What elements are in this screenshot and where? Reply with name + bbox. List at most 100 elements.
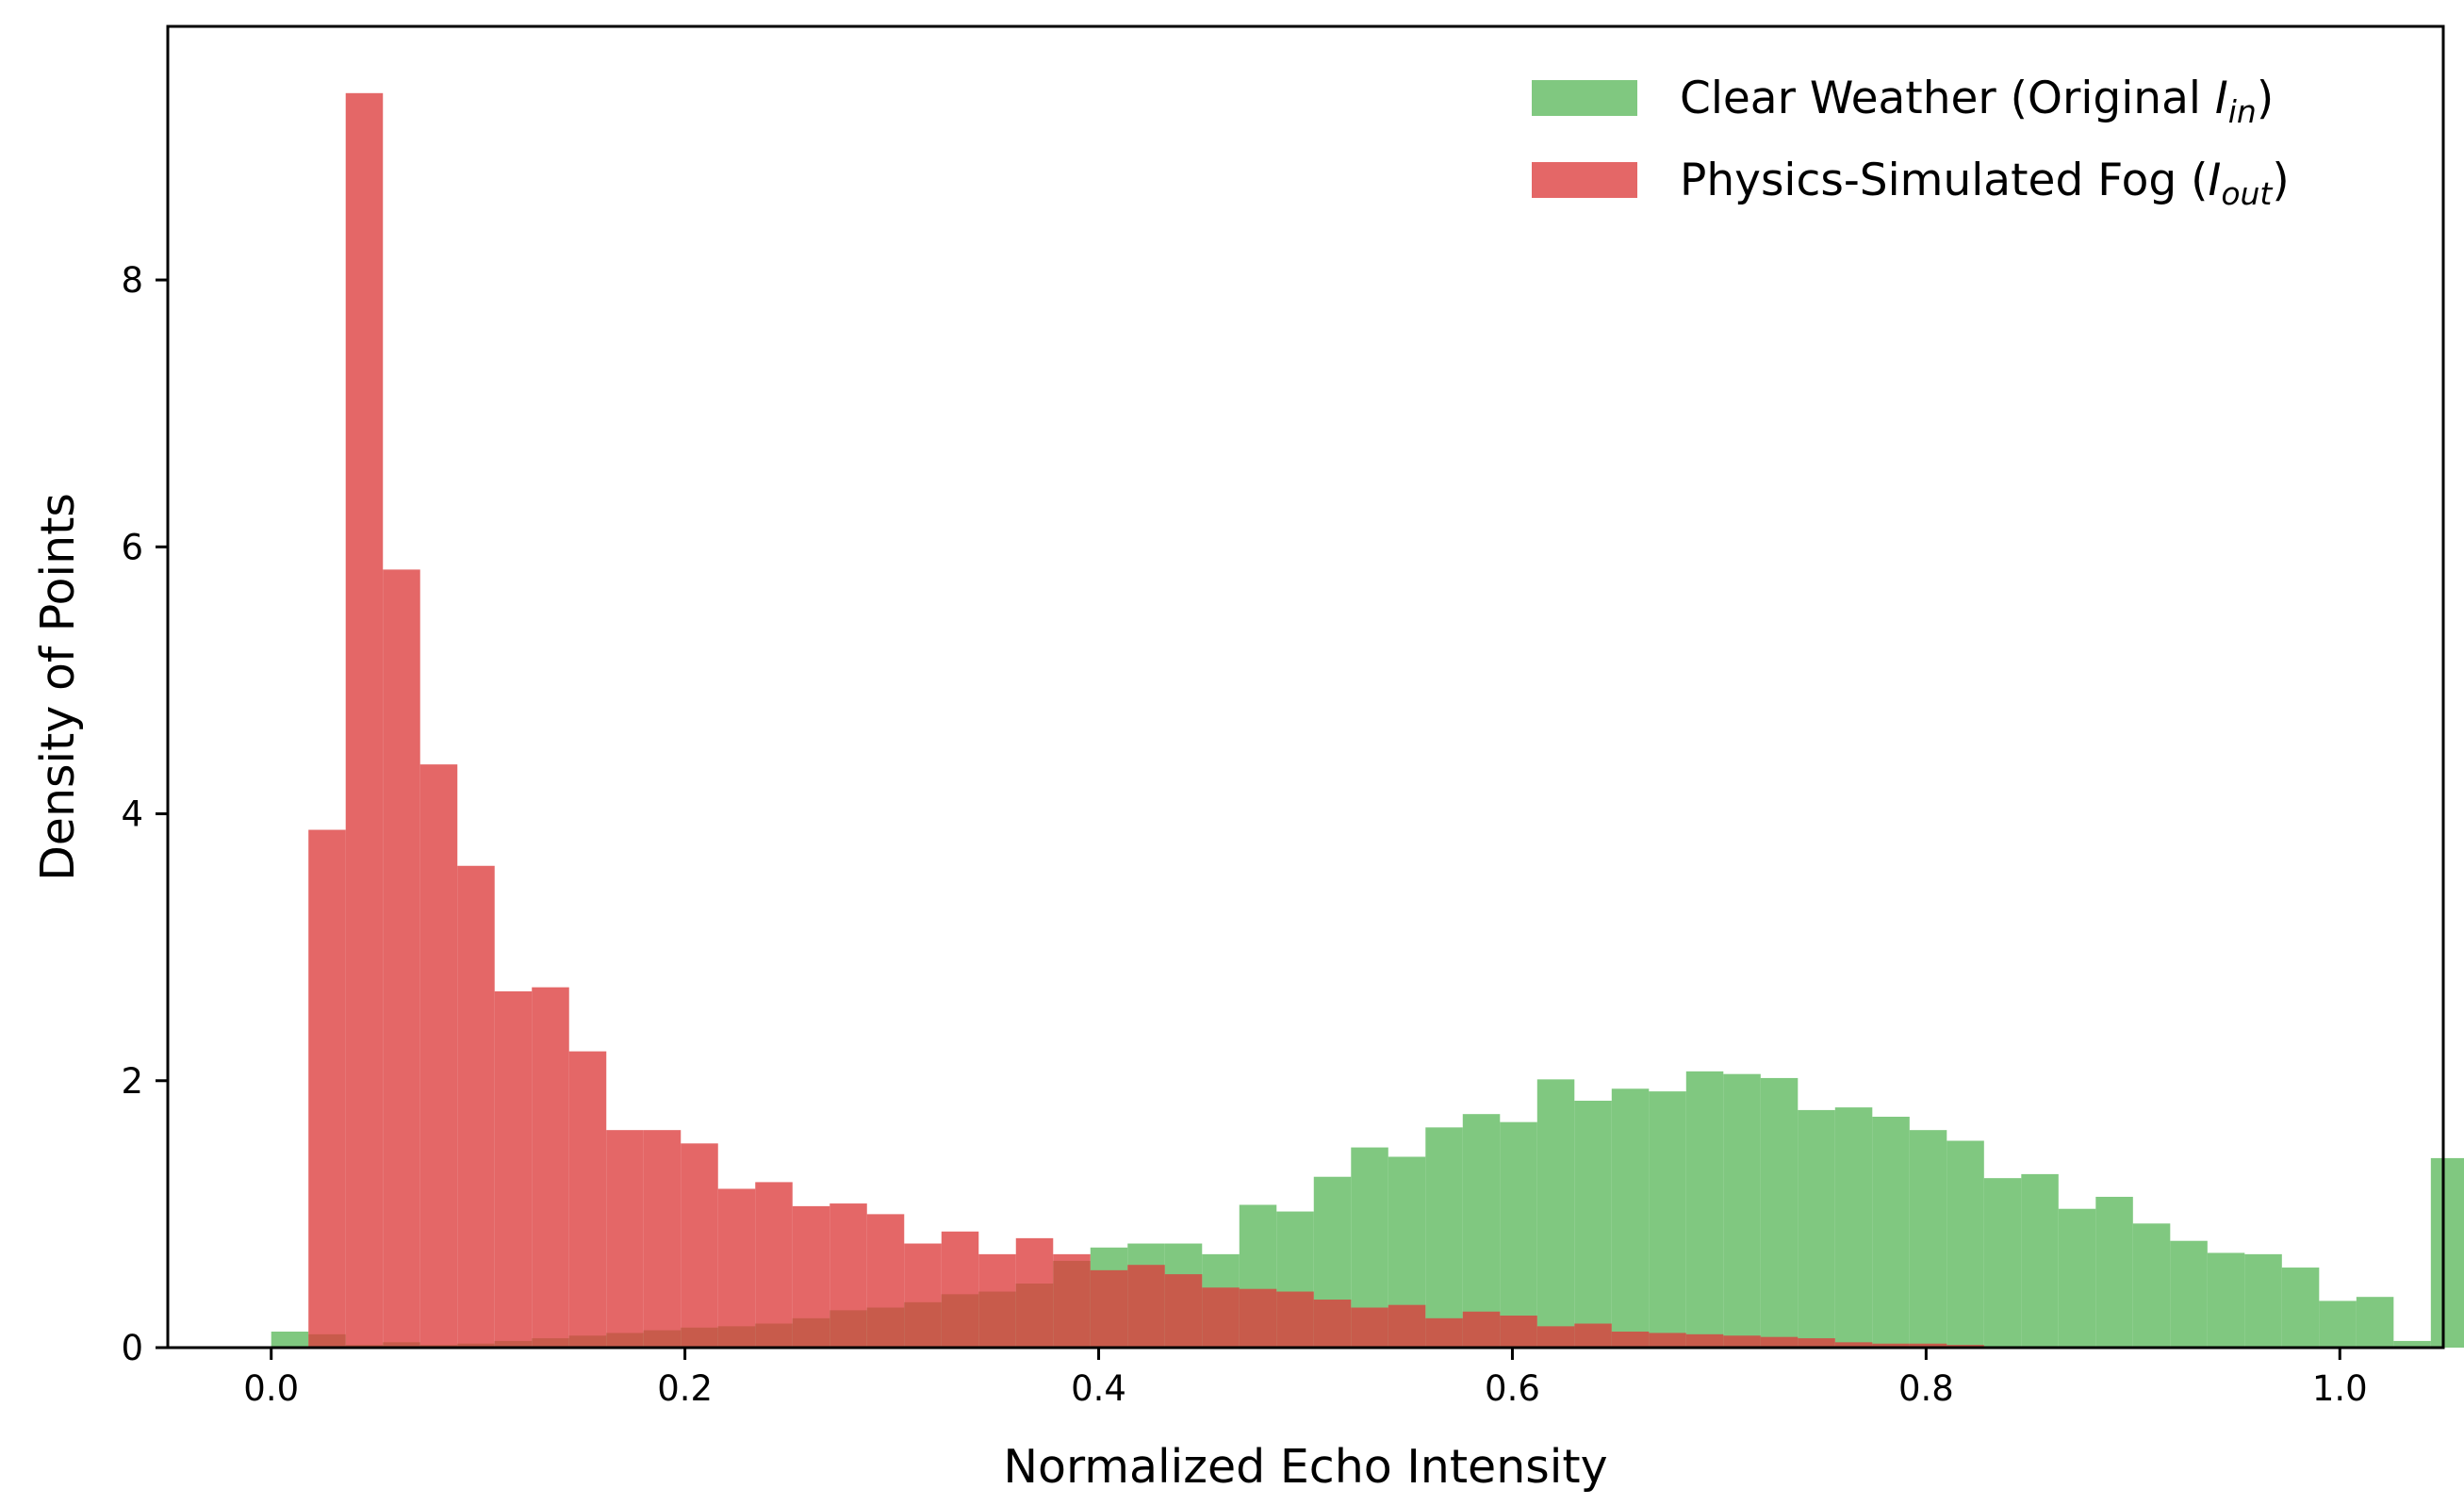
series-0-bar-40 [1760,1077,1799,1348]
series-1-bar-30 [1388,1304,1426,1348]
series-1-bar-3 [383,569,420,1348]
series-0-bar-48 [2058,1208,2096,1348]
series-1-bar-29 [1351,1307,1388,1348]
series-1-bar-18 [941,1231,979,1348]
y-tick-label-4: 8 [121,260,143,301]
series-1-bar-10 [643,1130,682,1348]
series-0-bar-57 [2393,1340,2431,1348]
x-tick-label-3: 0.6 [1485,1368,1540,1409]
series-0-bar-36 [1611,1088,1650,1348]
series-0-bar-33 [1500,1121,1537,1348]
series-0-bar-39 [1723,1073,1761,1348]
legend-swatch-simulated-fog [1532,162,1637,198]
series-0-bar-42 [1834,1107,1873,1348]
y-tick-label-0: 0 [121,1328,143,1368]
series-0-bar-54 [2281,1268,2320,1348]
series-1-bar-24 [1164,1274,1203,1348]
series-0-bar-34 [1536,1079,1575,1348]
series-1-bar-26 [1239,1288,1277,1348]
series-0-bar-38 [1685,1071,1724,1348]
series-1-bar-40 [1760,1336,1799,1348]
series-1-bar-37 [1649,1333,1686,1348]
series-1-bar-8 [568,1051,607,1348]
series-0-bar-49 [2095,1196,2133,1348]
series-0-bar-47 [2021,1173,2059,1348]
series-1-bar-5 [457,865,495,1348]
legend: Clear Weather (Original Iin) Physics-Sim… [1532,73,2290,212]
series-1-bar-34 [1536,1326,1575,1348]
legend-label-clear-weather-symbol: I [2215,73,2228,124]
legend-label-clear-weather: Clear Weather (Original Iin) [1680,73,2274,130]
y-tick-label-1: 2 [121,1061,143,1102]
y-tick-label-2: 4 [121,794,143,835]
series-1-bar-12 [717,1188,756,1348]
series-0-bar-53 [2244,1253,2282,1348]
series-0-bar-50 [2132,1223,2171,1348]
series-1-bar-28 [1313,1300,1352,1348]
series-0-bar-35 [1574,1101,1612,1348]
axes [166,25,2445,1350]
series-1-bar-25 [1202,1287,1240,1348]
series-0-bar-41 [1798,1109,1835,1348]
series-1-bar-6 [494,990,533,1348]
series-0-bar-56 [2356,1297,2394,1348]
series-0-bar-45 [1947,1140,1984,1348]
series-1-bar-44 [1909,1343,1947,1348]
series-1-bar-13 [755,1182,793,1348]
series-1-bar-11 [681,1143,718,1348]
series-1-bar-42 [1834,1342,1873,1348]
series-0-bar-52 [2207,1252,2245,1348]
series-1-bar-22 [1090,1269,1128,1348]
series-1-bar-2 [345,92,384,1348]
x-tick-label-5: 1.0 [2312,1368,2368,1409]
histogram-bars [271,92,2464,1348]
x-tick-label-1: 0.2 [657,1368,713,1409]
x-tick-label-0: 0.0 [243,1368,299,1409]
series-1-bar-17 [904,1243,942,1348]
series-0-bar-31 [1425,1127,1463,1348]
series-0-bar-43 [1872,1117,1910,1348]
series-1-bar-36 [1611,1332,1650,1348]
series-1-bar-33 [1500,1316,1537,1348]
series-0-bar-51 [2170,1240,2208,1348]
series-1-bar-23 [1127,1265,1165,1348]
legend-swatch-clear-weather [1532,80,1637,116]
series-1-bar-35 [1574,1323,1612,1348]
series-1-bar-9 [606,1130,644,1348]
y-tick-label-3: 6 [121,527,143,567]
series-1-bar-32 [1462,1311,1501,1348]
series-1-bar-19 [978,1253,1016,1348]
series-1-bar-15 [830,1203,867,1348]
series-1-bars [308,92,2096,1348]
series-1-bar-16 [866,1214,905,1348]
legend-label-simulated-fog-symbol: I [2208,155,2221,206]
legend-label-simulated-fog-main: Physics-Simulated Fog ( [1680,155,2208,206]
series-0-bar-46 [1983,1178,2022,1348]
series-0-bar-32 [1462,1114,1501,1348]
x-axis-label: Normalized Echo Intensity [1003,1440,1607,1494]
series-1-bar-21 [1053,1253,1091,1348]
series-1-bar-7 [532,987,569,1348]
series-1-bar-41 [1798,1338,1835,1348]
series-0-bar-58 [2430,1157,2464,1348]
series-0-bar-0 [271,1332,309,1348]
series-1-bar-43 [1872,1343,1910,1348]
legend-label-simulated-fog: Physics-Simulated Fog (Iout) [1680,155,2290,212]
plot-frame [166,25,2445,1350]
series-1-bar-1 [308,829,346,1348]
legend-label-clear-weather-sub: in [2228,93,2257,130]
series-1-bar-20 [1015,1237,1054,1348]
series-1-bar-14 [792,1205,830,1348]
legend-label-simulated-fog-close: ) [2272,155,2289,206]
series-0-bar-55 [2319,1301,2357,1348]
series-1-bar-27 [1276,1291,1314,1348]
series-0-bar-37 [1649,1091,1686,1348]
legend-label-clear-weather-close: ) [2257,73,2274,124]
series-1-bar-39 [1723,1335,1761,1348]
legend-label-simulated-fog-sub: out [2221,175,2273,212]
series-1-bar-31 [1425,1317,1463,1348]
x-tick-label-2: 0.4 [1071,1368,1126,1409]
tick-marks: 0.0 0.2 0.4 0.6 0.8 1.0 0 2 4 6 8 [121,260,2367,1409]
series-0-bar-44 [1909,1130,1947,1348]
